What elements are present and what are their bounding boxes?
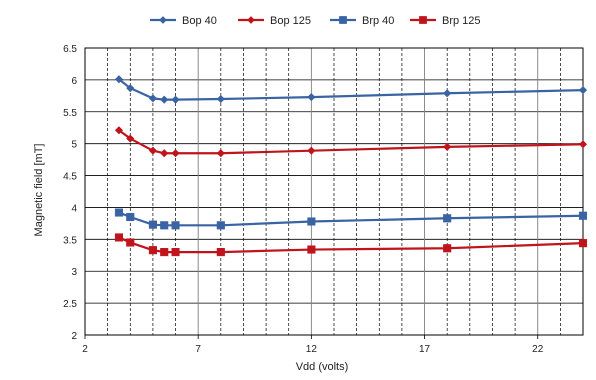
data-point [443, 214, 452, 223]
data-point [307, 146, 316, 155]
series-group [114, 75, 588, 257]
data-point [216, 221, 225, 230]
data-point [160, 149, 169, 158]
plot-area-border [84, 47, 584, 336]
y-tick-label: 5 [71, 140, 77, 151]
data-point [307, 245, 316, 254]
data-point [160, 248, 169, 257]
y-tick-label: 6.5 [63, 44, 77, 55]
data-point [578, 239, 588, 248]
y-tick-label: 5.5 [63, 108, 77, 119]
data-point [216, 94, 225, 104]
series-line-3 [118, 211, 584, 227]
x-tick-label: 12 [306, 344, 318, 355]
legend-marker [247, 16, 255, 24]
y-tick-label: 3 [71, 267, 77, 278]
axes: 2 2.5 3 3.5 4 4.5 5 5.5 6 6.5 2 7 12 17 22 [63, 44, 584, 355]
data-point [114, 208, 124, 217]
data-point [216, 149, 225, 158]
data-point [126, 212, 135, 222]
data-point [307, 92, 316, 102]
x-tick-label: 7 [195, 344, 201, 355]
data-point [114, 233, 124, 242]
legend-label: Bop 125 [270, 15, 311, 27]
legend-label: Bop 40 [182, 15, 217, 27]
data-point [148, 146, 158, 155]
x-tick-label: 22 [532, 344, 544, 355]
x-tick-label: 2 [82, 344, 88, 355]
y-tick-label: 4.5 [63, 172, 77, 183]
data-point [216, 248, 225, 257]
data-point [126, 134, 135, 143]
data-point [307, 217, 316, 226]
data-point [148, 220, 157, 229]
data-point [443, 142, 452, 152]
data-point [171, 248, 180, 257]
legend-marker [419, 16, 427, 24]
series-line-2 [118, 129, 584, 155]
data-point [443, 244, 452, 253]
data-point [160, 95, 169, 104]
data-point [126, 238, 135, 247]
y-tick-label: 3.5 [63, 235, 77, 246]
data-point [114, 126, 124, 135]
data-point [148, 246, 157, 255]
data-point [160, 221, 169, 230]
data-point [578, 85, 588, 95]
data-point [148, 94, 158, 103]
legend-marker [339, 16, 347, 24]
y-tick-label: 2.5 [63, 299, 77, 310]
y-tick-label: 2 [71, 331, 77, 342]
y-axis-label: Magnetic field [mT] [33, 144, 45, 237]
data-point [578, 211, 588, 220]
x-tick-label: 17 [419, 344, 431, 355]
data-point [443, 89, 452, 98]
legend-label: Brp 125 [442, 15, 481, 27]
y-tick-label: 4 [71, 203, 77, 214]
legend-marker [159, 16, 167, 24]
data-point [171, 95, 180, 104]
data-point [171, 149, 180, 158]
legend: Bop 40 Bop 125 Brp 40 Brp 125 [150, 15, 481, 27]
series-line-1 [118, 78, 584, 101]
data-point [126, 84, 135, 93]
data-point [114, 75, 124, 84]
x-axis-label: Vdd (volts) [296, 361, 349, 373]
data-point [171, 221, 180, 230]
legend-label: Brp 40 [362, 15, 394, 27]
data-point [578, 140, 588, 149]
y-tick-label: 6 [71, 76, 77, 87]
